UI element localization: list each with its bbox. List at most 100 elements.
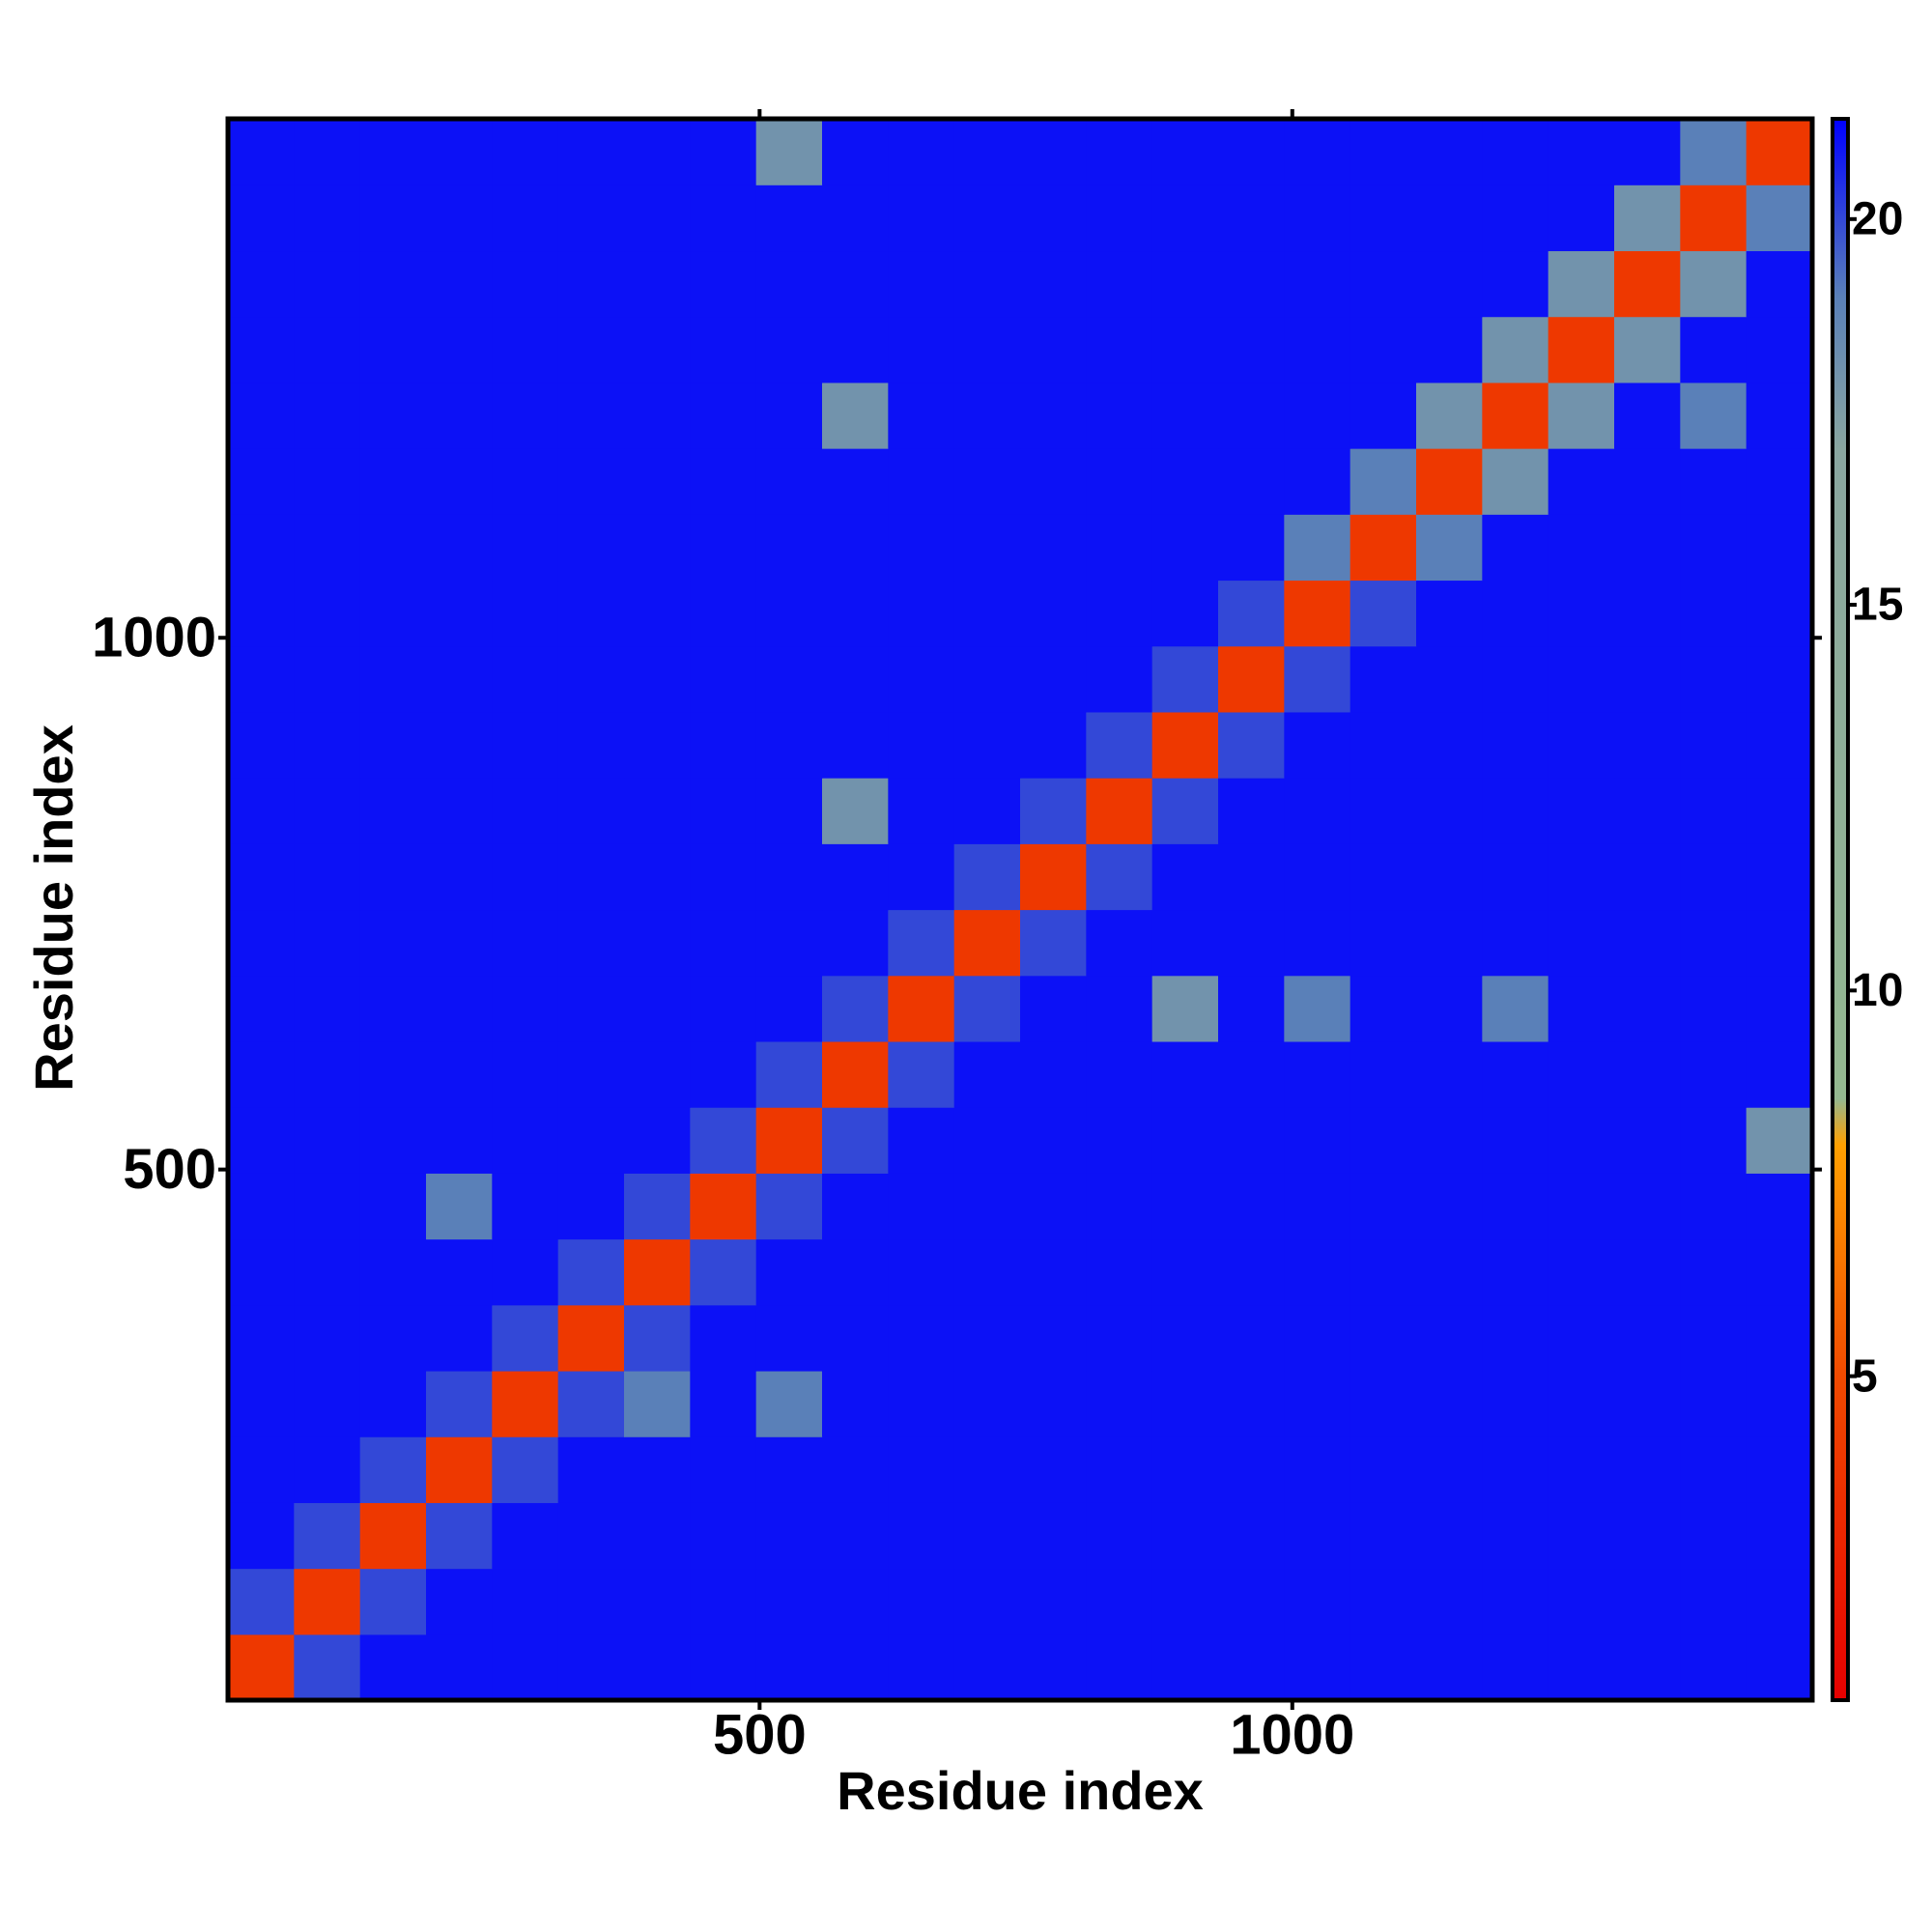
heatmap-cell: [294, 1568, 361, 1635]
heatmap-cell: [690, 975, 757, 1042]
heatmap-cell: [1614, 1304, 1681, 1372]
heatmap-cell: [1350, 1173, 1417, 1240]
heatmap-cell: [755, 778, 823, 844]
heatmap-cell: [1218, 1040, 1285, 1108]
heatmap-cell: [557, 711, 625, 779]
heatmap-cell: [228, 185, 295, 252]
heatmap-cell: [557, 909, 625, 977]
y-tick-label: 1000: [92, 607, 216, 669]
heatmap-cell: [624, 843, 691, 911]
heatmap-cell: [1151, 1634, 1219, 1701]
heatmap-cell: [888, 185, 955, 252]
heatmap-cell: [1218, 250, 1285, 318]
heatmap-cell: [1680, 185, 1747, 252]
heatmap-cell: [690, 778, 757, 844]
heatmap-cell: [1548, 1238, 1615, 1306]
heatmap-cell: [492, 1040, 559, 1108]
heatmap-cell: [1482, 1634, 1549, 1701]
heatmap-cell: [1020, 316, 1087, 384]
heatmap-cell: [953, 1173, 1021, 1240]
heatmap-cell: [822, 909, 889, 977]
heatmap-cell: [953, 382, 1021, 449]
heatmap-cell: [1548, 1568, 1615, 1635]
heatmap-cell: [888, 1436, 955, 1503]
heatmap-cell: [492, 119, 559, 185]
colorbar-tick-label: 15: [1852, 580, 1903, 631]
heatmap-cell: [1284, 119, 1351, 185]
heatmap-cell: [624, 1238, 691, 1306]
heatmap-cell: [755, 514, 823, 582]
heatmap-cell: [557, 645, 625, 713]
heatmap-cell: [1218, 843, 1285, 911]
heatmap-cell: [492, 1304, 559, 1372]
heatmap-cell: [492, 1436, 559, 1503]
heatmap-cell: [1218, 1568, 1285, 1635]
heatmap-cell: [690, 1502, 757, 1570]
heatmap-cell: [822, 382, 889, 449]
heatmap-cell: [888, 382, 955, 449]
heatmap-cell: [888, 1107, 955, 1174]
heatmap-cell: [426, 1173, 493, 1240]
heatmap-cell: [492, 843, 559, 911]
heatmap-cell: [426, 645, 493, 713]
heatmap-cell: [953, 1107, 1021, 1174]
heatmap-cell: [690, 448, 757, 515]
heatmap-cell: [888, 1040, 955, 1108]
heatmap-cell: [426, 1107, 493, 1174]
heatmap-cell: [1350, 514, 1417, 582]
heatmap-cell: [1284, 1040, 1351, 1108]
heatmap-cell: [1350, 1634, 1417, 1701]
heatmap-cell: [888, 448, 955, 515]
heatmap-cell: [228, 448, 295, 515]
heatmap-cell: [624, 1436, 691, 1503]
heatmap-cell: [1020, 778, 1087, 844]
heatmap-cell: [690, 1173, 757, 1240]
heatmap-cell: [1020, 1502, 1087, 1570]
heatmap-cell: [1151, 1107, 1219, 1174]
heatmap-cell: [1680, 1370, 1747, 1437]
heatmap-cell: [624, 1502, 691, 1570]
heatmap-cell: [755, 1304, 823, 1372]
heatmap-cell: [426, 448, 493, 515]
heatmap-cell: [1416, 1173, 1483, 1240]
heatmap-cell: [1548, 778, 1615, 844]
heatmap-cell: [690, 1304, 757, 1372]
heatmap-cell: [1746, 185, 1813, 252]
heatmap-cell: [1218, 975, 1285, 1042]
heatmap-cell: [492, 909, 559, 977]
heatmap-cell: [1086, 250, 1153, 318]
heatmap-cell: [1416, 645, 1483, 713]
heatmap-cell: [1614, 580, 1681, 647]
heatmap-cell: [953, 514, 1021, 582]
y-axis-label: Residue index: [23, 724, 84, 1092]
heatmap-cell: [822, 1370, 889, 1437]
heatmap-cell: [228, 711, 295, 779]
heatmap-cell: [1614, 316, 1681, 384]
heatmap-cell: [1680, 1107, 1747, 1174]
heatmap-cell: [1680, 448, 1747, 515]
heatmap-cell: [755, 1568, 823, 1635]
heatmap-cell: [690, 580, 757, 647]
heatmap-cell: [755, 1040, 823, 1108]
heatmap-cell: [1086, 909, 1153, 977]
heatmap-cell: [294, 1040, 361, 1108]
heatmap-cell: [1350, 843, 1417, 911]
heatmap-cell: [1746, 1502, 1813, 1570]
heatmap-cell: [1020, 250, 1087, 318]
heatmap-cell: [294, 1173, 361, 1240]
heatmap-cell: [1548, 316, 1615, 384]
colorbar: [1831, 117, 1850, 1702]
heatmap-cell: [1482, 250, 1549, 318]
heatmap-cell: [1548, 975, 1615, 1042]
heatmap-cell: [1482, 316, 1549, 384]
heatmap-cell: [1218, 778, 1285, 844]
heatmap-cell: [1746, 645, 1813, 713]
heatmap-cell: [822, 250, 889, 318]
heatmap-cell: [1218, 119, 1285, 185]
heatmap-cell: [1350, 1436, 1417, 1503]
heatmap-cell: [1151, 1173, 1219, 1240]
heatmap-cell: [492, 1502, 559, 1570]
heatmap-cell: [228, 1040, 295, 1108]
heatmap-cell: [624, 1304, 691, 1372]
heatmap-cell: [624, 580, 691, 647]
